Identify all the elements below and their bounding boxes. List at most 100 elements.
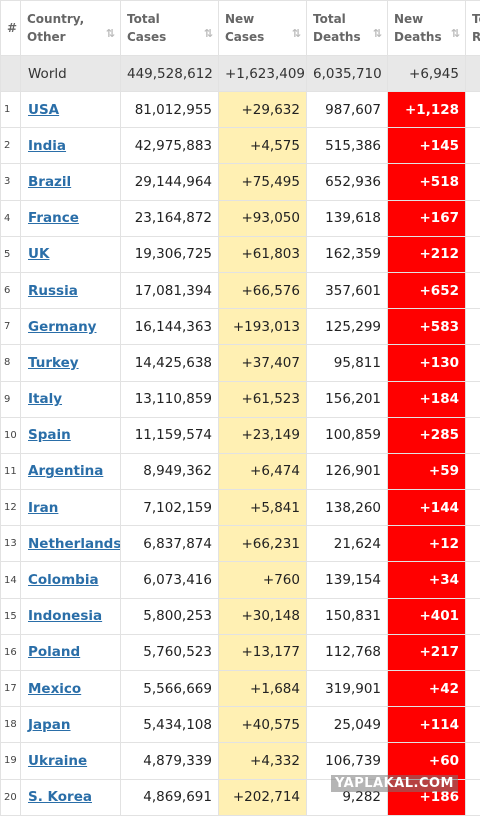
country-cell: France xyxy=(21,200,121,236)
value-cell: 19,306,725 xyxy=(121,236,219,272)
value-cell: +29,632 xyxy=(219,92,307,128)
country-cell: Brazil xyxy=(21,164,121,200)
country-link[interactable]: USA xyxy=(28,102,59,118)
country-cell: Indonesia xyxy=(21,598,121,634)
empty-cell xyxy=(466,272,480,308)
country-link[interactable]: Brazil xyxy=(28,174,71,190)
value-cell: 106,739 xyxy=(307,743,388,779)
value-cell: +23,149 xyxy=(219,417,307,453)
rank-cell: 14 xyxy=(1,562,21,598)
column-header[interactable]: Total Deaths⇅ xyxy=(307,1,388,56)
value-cell: 319,901 xyxy=(307,671,388,707)
rank-cell: 9 xyxy=(1,381,21,417)
value-cell: +114 xyxy=(388,707,466,743)
value-cell: 6,073,416 xyxy=(121,562,219,598)
column-header[interactable]: Total Recovered xyxy=(466,1,480,56)
country-link[interactable]: Spain xyxy=(28,427,71,443)
country-cell: India xyxy=(21,128,121,164)
empty-cell xyxy=(466,634,480,670)
country-link[interactable]: Argentina xyxy=(28,463,103,479)
value-cell: +184 xyxy=(388,381,466,417)
value-cell: +652 xyxy=(388,272,466,308)
value-cell: 14,425,638 xyxy=(121,345,219,381)
rank-cell: 1 xyxy=(1,92,21,128)
country-link[interactable]: Mexico xyxy=(28,681,81,697)
value-cell: +66,576 xyxy=(219,272,307,308)
country-link[interactable]: France xyxy=(28,210,79,226)
column-header[interactable]: Country, Other⇅ xyxy=(21,1,121,56)
country-link[interactable]: Netherlands xyxy=(28,536,121,552)
value-cell: +217 xyxy=(388,634,466,670)
value-cell: +6,474 xyxy=(219,453,307,489)
country-link[interactable]: UK xyxy=(28,246,49,262)
value-cell: 139,154 xyxy=(307,562,388,598)
rank-cell xyxy=(1,56,21,92)
value-cell: +144 xyxy=(388,490,466,526)
country-link[interactable]: Indonesia xyxy=(28,608,102,624)
value-cell: +59 xyxy=(388,453,466,489)
value-cell: +1,128 xyxy=(388,92,466,128)
value-cell: +401 xyxy=(388,598,466,634)
value-cell: 42,975,883 xyxy=(121,128,219,164)
value-cell: +583 xyxy=(388,309,466,345)
value-cell: 13,110,859 xyxy=(121,381,219,417)
value-cell: 5,566,669 xyxy=(121,671,219,707)
world-cell: World xyxy=(21,56,121,92)
sort-icon: ⇅ xyxy=(373,25,382,43)
country-link[interactable]: Poland xyxy=(28,644,80,660)
value-cell: 112,768 xyxy=(307,634,388,670)
column-header[interactable]: Total Cases⇅ xyxy=(121,1,219,56)
rank-cell: 12 xyxy=(1,490,21,526)
country-link[interactable]: Ukraine xyxy=(28,753,87,769)
country-link[interactable]: Colombia xyxy=(28,572,99,588)
country-link[interactable]: Iran xyxy=(28,500,58,516)
header-row: #Country, Other⇅Total Cases⇅New Cases⇅To… xyxy=(1,1,480,56)
empty-cell xyxy=(466,92,480,128)
country-link[interactable]: Germany xyxy=(28,319,96,335)
empty-cell xyxy=(466,526,480,562)
country-link[interactable]: Turkey xyxy=(28,355,79,371)
empty-cell xyxy=(466,453,480,489)
value-cell: 8,949,362 xyxy=(121,453,219,489)
value-cell: 100,859 xyxy=(307,417,388,453)
country-cell: Spain xyxy=(21,417,121,453)
empty-cell xyxy=(466,381,480,417)
value-cell: +13,177 xyxy=(219,634,307,670)
column-header: # xyxy=(1,1,21,56)
value-cell: 4,879,339 xyxy=(121,743,219,779)
country-link[interactable]: India xyxy=(28,138,66,154)
column-header[interactable]: New Deaths⇅ xyxy=(388,1,466,56)
world-cell: +6,945 xyxy=(388,56,466,92)
value-cell: 5,434,108 xyxy=(121,707,219,743)
country-link[interactable]: Italy xyxy=(28,391,62,407)
value-cell: 7,102,159 xyxy=(121,490,219,526)
value-cell: +145 xyxy=(388,128,466,164)
rank-cell: 8 xyxy=(1,345,21,381)
country-link[interactable]: Japan xyxy=(28,717,71,733)
rank-cell: 6 xyxy=(1,272,21,308)
column-header[interactable]: New Cases⇅ xyxy=(219,1,307,56)
country-link[interactable]: S. Korea xyxy=(28,789,92,805)
world-cell: 6,035,710 xyxy=(307,56,388,92)
country-link[interactable]: Russia xyxy=(28,283,78,299)
header-text: # xyxy=(7,21,17,35)
sort-icon: ⇅ xyxy=(204,25,213,43)
country-cell: Netherlands xyxy=(21,526,121,562)
value-cell: 150,831 xyxy=(307,598,388,634)
value-cell: +66,231 xyxy=(219,526,307,562)
value-cell: +61,523 xyxy=(219,381,307,417)
world-cell: +1,623,409 xyxy=(219,56,307,92)
value-cell: 125,299 xyxy=(307,309,388,345)
value-cell: +4,575 xyxy=(219,128,307,164)
rank-cell: 17 xyxy=(1,671,21,707)
country-cell: Argentina xyxy=(21,453,121,489)
rank-cell: 16 xyxy=(1,634,21,670)
country-cell: Iran xyxy=(21,490,121,526)
empty-cell xyxy=(466,128,480,164)
